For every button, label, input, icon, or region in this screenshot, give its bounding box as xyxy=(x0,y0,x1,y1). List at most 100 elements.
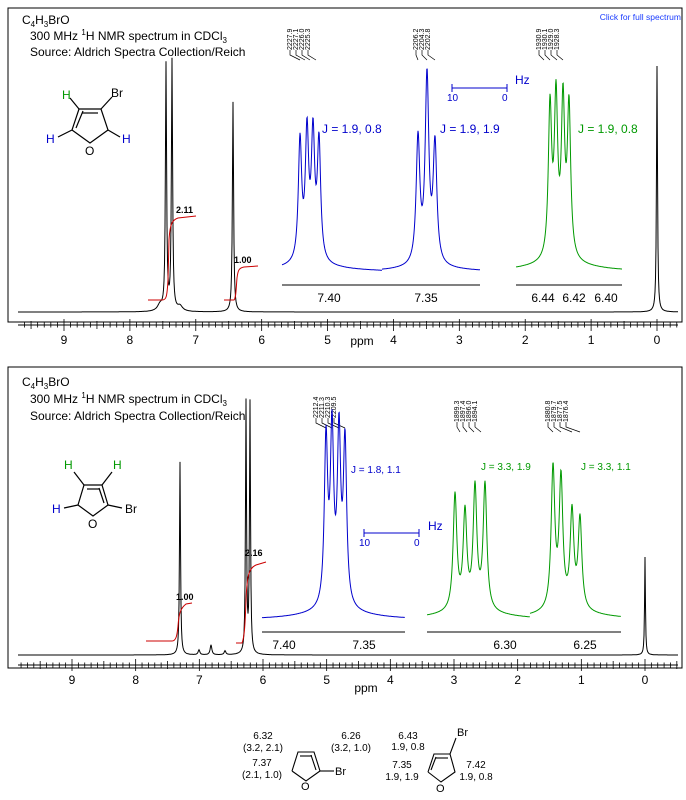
axis-tick-label: 0 xyxy=(642,673,649,687)
top-spectrum-line: 300 MHz 1H NMR spectrum in CDCl3 xyxy=(30,28,228,45)
freq-label: 2206.2 xyxy=(413,28,420,50)
bottom-inset-multiplet-632 xyxy=(427,480,530,618)
freq-label: 1876.4 xyxy=(563,400,570,422)
top-structure-o: O xyxy=(85,144,94,158)
top-integral-label-2: 1.00 xyxy=(234,255,252,265)
bottom-axis-label: ppm xyxy=(354,681,377,695)
freq-label: 2209.5 xyxy=(331,396,338,418)
freq-label: 1879.7 xyxy=(551,400,558,422)
axis-tick-label: 2 xyxy=(514,673,521,687)
axis-tick-label: 1 xyxy=(588,333,595,347)
summary-right-br: Br xyxy=(457,727,468,739)
freq-label: 1930.9 xyxy=(536,28,543,50)
summary-left-br: Br xyxy=(335,766,346,778)
top-integral-curve-1 xyxy=(148,215,197,301)
axis-tick-label: 5 xyxy=(324,333,331,347)
top-inset-axis-green: 6.44 6.42 6.40 xyxy=(516,284,622,305)
bottom-inset-tick-735: 7.35 xyxy=(352,638,376,652)
axis-tick-label: 6 xyxy=(260,673,267,687)
axis-tick-label: 9 xyxy=(61,333,68,347)
freq-connector xyxy=(550,50,558,61)
freq-label: 2227.9 xyxy=(287,28,294,50)
axis-tick-label: 3 xyxy=(451,673,458,687)
top-axis-label: ppm xyxy=(350,334,373,348)
freq-connector xyxy=(547,422,554,433)
bottom-j-label-2: J = 3.3, 1.9 xyxy=(481,462,531,473)
bottom-spectrum-trace xyxy=(18,398,678,656)
summary-right-j-3: 1.9, 0.8 xyxy=(459,772,493,783)
top-inset-tick-642: 6.42 xyxy=(562,291,586,305)
bottom-panel: C4H3BrO 300 MHz 1H NMR spectrum in CDCl3… xyxy=(7,366,683,695)
bottom-inset-tick-630: 6.30 xyxy=(493,638,517,652)
freq-label: 2210.3 xyxy=(325,396,332,418)
top-j-label-3: J = 1.9, 0.8 xyxy=(578,122,638,136)
axis-tick-label: 7 xyxy=(196,673,203,687)
axis-tick-label: 9 xyxy=(69,673,76,687)
freq-connector xyxy=(538,50,545,61)
top-spectrum-trace xyxy=(18,57,678,313)
summary-left-shift-2: 6.26 xyxy=(341,731,361,742)
freq-connector xyxy=(307,50,317,61)
bottom-source: Source: Aldrich Spectra Collection/Reich xyxy=(30,409,245,423)
top-inset-tick-735: 7.35 xyxy=(414,291,438,305)
bottom-ppm-axis: 9 8 7 6 5 4 3 2 1 0 xyxy=(18,659,678,687)
top-inset-axis-blue: 7.40 7.35 xyxy=(282,284,480,305)
top-inset-multiplet-643 xyxy=(516,79,622,270)
freq-connector xyxy=(462,422,468,433)
top-structure xyxy=(57,96,121,144)
freq-connector xyxy=(301,50,311,61)
bottom-panel-frame xyxy=(7,366,683,669)
bottom-structure-h-green-left: H xyxy=(64,458,73,472)
summary-right-shift-1: 6.43 xyxy=(398,731,418,742)
axis-tick-label: 5 xyxy=(323,673,330,687)
axis-tick-label: 7 xyxy=(192,333,199,347)
bottom-inset-multiplet-737 xyxy=(261,409,405,619)
summary-left-structure: 6.32 (3.2, 2.1) 6.26 (3.2, 1.0) 7.37 (2.… xyxy=(242,731,371,793)
axis-tick-label: 0 xyxy=(654,333,661,347)
top-inset-tick-740: 7.40 xyxy=(317,291,341,305)
freq-label: 2225.3 xyxy=(305,28,312,50)
top-inset-multiplet-735 xyxy=(382,68,480,271)
axis-tick-label: 8 xyxy=(132,673,139,687)
freq-label: 1929.0 xyxy=(548,28,555,50)
bottom-formula: C4H3BrO xyxy=(22,375,70,391)
bottom-inset-multiplet-626 xyxy=(529,462,621,617)
summary-left-j-1: (3.2, 2.1) xyxy=(243,743,283,754)
freq-label: 1877.5 xyxy=(557,400,564,422)
top-structure-br: Br xyxy=(111,86,123,100)
bottom-structure-h-blue: H xyxy=(52,502,61,516)
freq-label: 2212.4 xyxy=(313,396,320,418)
bottom-integral-curve-1 xyxy=(146,602,193,642)
bottom-integral-curve-2 xyxy=(236,561,267,644)
summary-right-j-2: 1.9, 1.9 xyxy=(385,772,419,783)
freq-connector xyxy=(333,418,346,429)
top-panel: C4H3BrO 300 MHz 1H NMR spectrum in CDCl3… xyxy=(7,7,683,348)
freq-label: 1896.0 xyxy=(466,400,473,422)
top-hz-left: 10 xyxy=(447,93,459,104)
freq-connector xyxy=(565,422,581,433)
bottom-inset-tick-740: 7.40 xyxy=(272,638,296,652)
top-hz-unit: Hz xyxy=(515,73,530,87)
freq-connector xyxy=(327,418,340,429)
summary-left-o: O xyxy=(301,781,310,793)
full-spectrum-link[interactable]: Click for full spectrum xyxy=(600,12,681,22)
top-ppm-axis: 9 8 7 6 5 4 3 2 1 0 xyxy=(18,319,678,347)
top-j-label-2: J = 1.9, 1.9 xyxy=(440,122,500,136)
freq-connector xyxy=(315,418,327,429)
bottom-integral-label-2: 2.16 xyxy=(245,548,263,558)
summary-right-shift-2: 7.35 xyxy=(392,760,412,771)
bottom-freq-labels: 2212.4 2211.3 2210.3 2209.5 1899.3 1897.4 1896… xyxy=(313,396,581,433)
bottom-structure-br: Br xyxy=(125,502,137,516)
bottom-j-label-1: J = 1.8, 1.1 xyxy=(351,465,401,476)
bottom-inset-axis-green: 6.30 6.25 xyxy=(427,631,621,652)
top-integral-label-1: 2.11 xyxy=(176,205,193,215)
top-inset-tick-640: 6.40 xyxy=(594,291,618,305)
summary-left-j-2: (3.2, 1.0) xyxy=(331,743,371,754)
axis-tick-label: 4 xyxy=(390,333,397,347)
bottom-integral-label-1: 1.00 xyxy=(176,592,194,602)
freq-label: 1880.8 xyxy=(545,400,552,422)
freq-label: 1894.1 xyxy=(472,400,479,422)
freq-connector xyxy=(456,422,461,433)
top-inset-tick-644: 6.44 xyxy=(531,291,555,305)
